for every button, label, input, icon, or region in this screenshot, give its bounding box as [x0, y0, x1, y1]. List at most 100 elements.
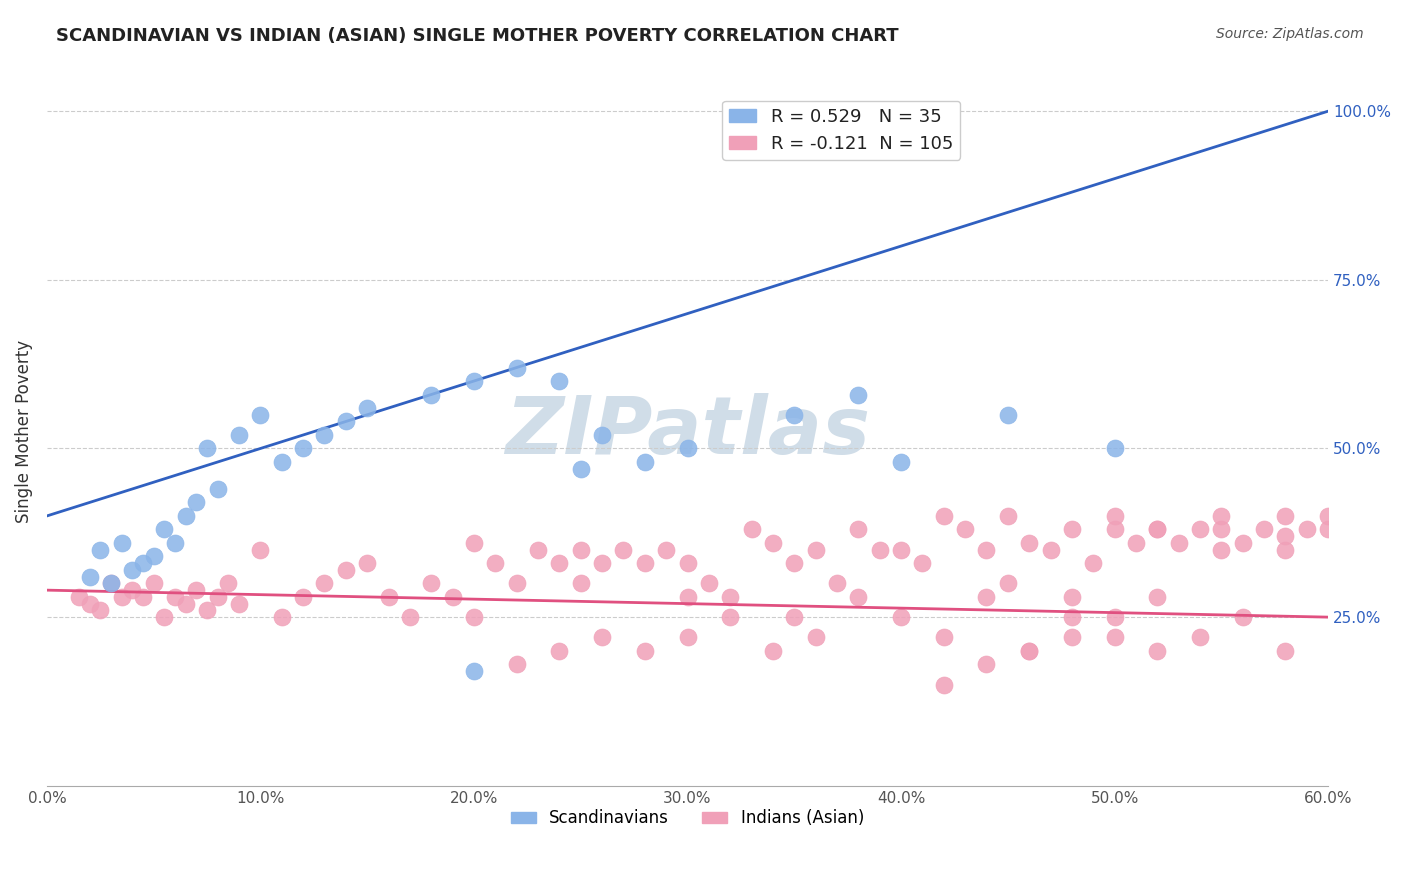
Point: [548, 644, 571, 658]
Point: [100, 576, 122, 591]
Point: [335, 415, 357, 429]
Point: [634, 556, 657, 570]
Point: [976, 657, 998, 672]
Point: [676, 631, 699, 645]
Point: [314, 428, 336, 442]
Point: [718, 590, 741, 604]
Point: [997, 508, 1019, 523]
Point: [1232, 536, 1254, 550]
Point: [335, 563, 357, 577]
Point: [591, 631, 613, 645]
Point: [505, 360, 527, 375]
Point: [783, 556, 806, 570]
Point: [121, 563, 143, 577]
Point: [270, 455, 292, 469]
Point: [228, 597, 250, 611]
Point: [1317, 508, 1340, 523]
Point: [1083, 556, 1105, 570]
Point: [804, 631, 827, 645]
Point: [1104, 631, 1126, 645]
Point: [804, 542, 827, 557]
Point: [1188, 523, 1211, 537]
Point: [846, 590, 869, 604]
Point: [825, 576, 848, 591]
Point: [186, 495, 208, 509]
Point: [153, 610, 176, 624]
Point: [676, 590, 699, 604]
Point: [420, 576, 443, 591]
Point: [100, 576, 122, 591]
Point: [163, 536, 186, 550]
Point: [1211, 542, 1233, 557]
Point: [997, 576, 1019, 591]
Point: [207, 482, 229, 496]
Y-axis label: Single Mother Poverty: Single Mother Poverty: [15, 340, 32, 524]
Point: [1018, 644, 1040, 658]
Point: [195, 442, 218, 456]
Point: [1146, 523, 1168, 537]
Point: [356, 401, 378, 415]
Point: [569, 461, 592, 475]
Point: [249, 408, 271, 422]
Point: [1104, 610, 1126, 624]
Point: [121, 583, 143, 598]
Point: [869, 542, 891, 557]
Point: [932, 631, 955, 645]
Point: [976, 590, 998, 604]
Point: [591, 556, 613, 570]
Point: [1317, 523, 1340, 537]
Point: [676, 442, 699, 456]
Point: [932, 677, 955, 691]
Point: [89, 542, 111, 557]
Point: [911, 556, 934, 570]
Point: [505, 576, 527, 591]
Point: [79, 597, 101, 611]
Point: [634, 455, 657, 469]
Point: [1211, 523, 1233, 537]
Point: [762, 536, 785, 550]
Point: [890, 542, 912, 557]
Point: [111, 536, 134, 550]
Point: [356, 556, 378, 570]
Point: [783, 610, 806, 624]
Point: [132, 590, 155, 604]
Point: [1253, 523, 1275, 537]
Point: [142, 549, 165, 564]
Point: [174, 597, 197, 611]
Point: [1295, 523, 1317, 537]
Point: [1146, 644, 1168, 658]
Point: [111, 590, 134, 604]
Point: [132, 556, 155, 570]
Point: [1018, 644, 1040, 658]
Point: [314, 576, 336, 591]
Point: [697, 576, 720, 591]
Point: [217, 576, 239, 591]
Point: [1274, 542, 1296, 557]
Point: [548, 374, 571, 388]
Point: [195, 603, 218, 617]
Point: [174, 508, 197, 523]
Point: [762, 644, 785, 658]
Point: [1060, 523, 1083, 537]
Point: [1104, 442, 1126, 456]
Point: [1104, 508, 1126, 523]
Point: [79, 569, 101, 583]
Point: [997, 408, 1019, 422]
Point: [270, 610, 292, 624]
Point: [976, 542, 998, 557]
Point: [399, 610, 422, 624]
Text: Source: ZipAtlas.com: Source: ZipAtlas.com: [1216, 27, 1364, 41]
Point: [634, 644, 657, 658]
Point: [420, 387, 443, 401]
Point: [932, 508, 955, 523]
Point: [441, 590, 464, 604]
Point: [463, 536, 485, 550]
Text: ZIPatlas: ZIPatlas: [505, 392, 870, 471]
Point: [548, 556, 571, 570]
Point: [163, 590, 186, 604]
Legend: Scandinavians, Indians (Asian): Scandinavians, Indians (Asian): [505, 803, 870, 834]
Point: [142, 576, 165, 591]
Point: [463, 374, 485, 388]
Point: [741, 523, 763, 537]
Text: SCANDINAVIAN VS INDIAN (ASIAN) SINGLE MOTHER POVERTY CORRELATION CHART: SCANDINAVIAN VS INDIAN (ASIAN) SINGLE MO…: [56, 27, 898, 45]
